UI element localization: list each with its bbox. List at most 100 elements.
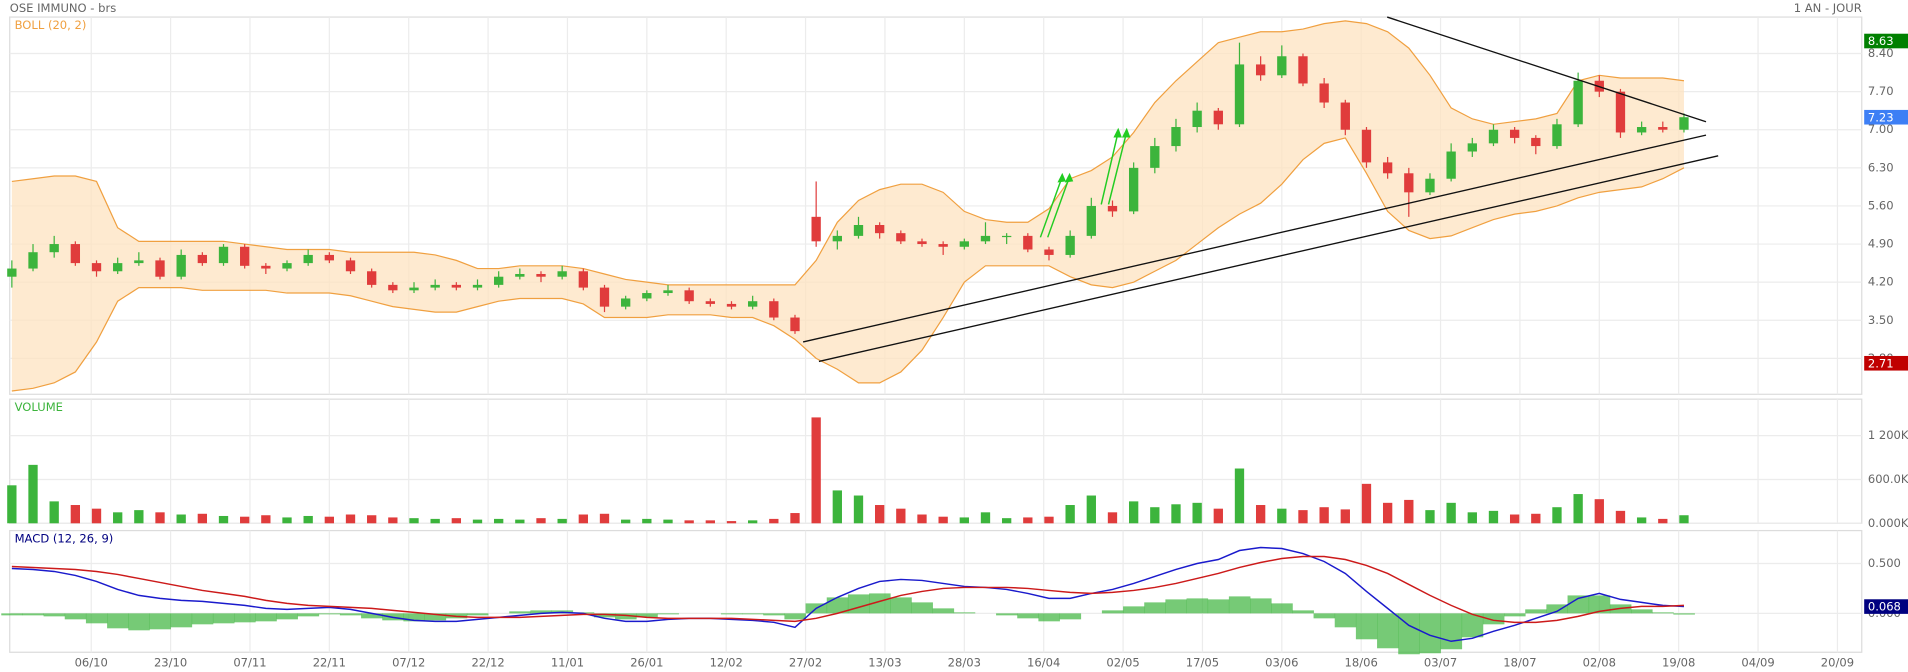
volume-bar: [451, 518, 461, 524]
volume-bar: [197, 513, 208, 524]
volume-bar: [1319, 507, 1329, 524]
arrow: [1039, 176, 1063, 238]
candle-body: [303, 254, 313, 264]
histogram-bar: [826, 597, 849, 614]
histogram-bar: [1017, 613, 1039, 619]
candle-body: [430, 284, 440, 288]
volume-bar: [1488, 510, 1499, 524]
histogram-bar: [1461, 613, 1484, 638]
candle-body: [1107, 205, 1118, 212]
volume-bar: [1340, 509, 1350, 524]
x-tick-label: 19/08: [1662, 656, 1695, 670]
histogram-bar: [1398, 613, 1420, 655]
histogram-bar: [1165, 599, 1187, 614]
histogram-bar: [1588, 595, 1611, 614]
candle-body: [345, 260, 356, 272]
period-label: 1 AN - JOUR: [1794, 1, 1862, 15]
arrow: [1100, 131, 1119, 205]
volume-bar: [303, 515, 313, 524]
candle-body: [705, 301, 715, 304]
y-tick-label: 5.60: [1868, 198, 1894, 212]
volume-bar: [1234, 468, 1245, 524]
price-marker: [1864, 109, 1908, 125]
volume-bar: [1552, 507, 1562, 524]
volume-bar: [113, 512, 123, 524]
candle-body: [1128, 167, 1139, 212]
candle-body: [1382, 162, 1393, 174]
volume-bar: [1023, 517, 1033, 524]
volume-bar: [367, 515, 377, 524]
macd-line: [11, 546, 1685, 643]
candle-body: [1319, 83, 1329, 103]
candle-body: [282, 263, 292, 269]
x-tick-label: 03/07: [1424, 656, 1457, 670]
histogram-bar: [530, 610, 552, 614]
candle-body: [1679, 117, 1689, 130]
macd-line: [11, 555, 1685, 624]
volume-bar: [515, 519, 525, 524]
histogram-bar: [869, 593, 891, 614]
histogram-bar: [1377, 613, 1399, 649]
volume-bar: [1467, 512, 1477, 524]
candle-body: [557, 271, 567, 277]
candle-body: [1001, 235, 1012, 238]
candle-body: [599, 287, 610, 307]
candle-body: [1573, 80, 1583, 125]
y-tick-label: 4.20: [1868, 275, 1894, 289]
volume-bar: [1065, 505, 1075, 524]
histogram-bar: [1440, 613, 1463, 650]
candle-body: [409, 287, 419, 291]
y-tick-label: 1 200K: [1868, 428, 1908, 442]
volume-bar: [578, 514, 588, 524]
volume-bar: [536, 518, 546, 524]
histogram-bar: [636, 613, 658, 618]
volume-bar: [811, 417, 821, 524]
x-tick-label: 07/11: [233, 656, 266, 670]
x-tick-label: 20/09: [1821, 656, 1854, 670]
price-marker-label: 2.71: [1868, 356, 1894, 370]
trend-line: [1386, 16, 1707, 123]
candle-body: [1636, 127, 1647, 133]
volume-bar: [1404, 499, 1414, 524]
volume-bar: [1425, 510, 1435, 524]
candle-body: [578, 271, 588, 288]
x-tick-label: 12/02: [710, 656, 743, 670]
histogram-bar: [657, 613, 679, 615]
x-tick-label: 03/06: [1265, 656, 1298, 670]
volume-bar: [684, 520, 694, 524]
candle-body: [917, 241, 927, 245]
candle-body: [7, 268, 17, 277]
arrow: [1047, 176, 1071, 238]
x-tick-label: 04/09: [1741, 656, 1774, 670]
candle-body: [642, 293, 652, 299]
histogram-bar: [85, 613, 108, 624]
candle-body: [726, 303, 737, 307]
volume-bar: [1636, 517, 1647, 524]
price-marker: [1864, 355, 1908, 371]
candle-body: [1150, 146, 1160, 168]
volume-bar: [49, 501, 59, 524]
candle-body: [134, 260, 144, 264]
histogram-bar: [43, 613, 66, 617]
volume-bar: [1573, 494, 1583, 524]
histogram-bar: [1292, 610, 1314, 614]
x-tick-label: 23/10: [154, 656, 187, 670]
x-tick-label: 13/03: [868, 656, 901, 670]
volume-bar: [1361, 483, 1372, 524]
histogram-bar: [1525, 609, 1547, 614]
histogram-bar: [1123, 606, 1145, 614]
y-tick-label: 8.40: [1868, 46, 1894, 60]
histogram-bar: [1546, 604, 1568, 614]
candle-body: [536, 273, 546, 277]
volume-bar: [959, 517, 969, 524]
histogram-bar: [1228, 596, 1251, 614]
x-tick-label: 27/02: [789, 656, 822, 670]
histogram-bar: [1271, 603, 1293, 614]
volume-bar: [388, 517, 398, 524]
candle-body: [938, 244, 948, 247]
candle-body: [1086, 205, 1096, 236]
candle-body: [1044, 249, 1054, 255]
histogram-bar: [763, 613, 785, 616]
histogram-bar: [1482, 613, 1505, 625]
